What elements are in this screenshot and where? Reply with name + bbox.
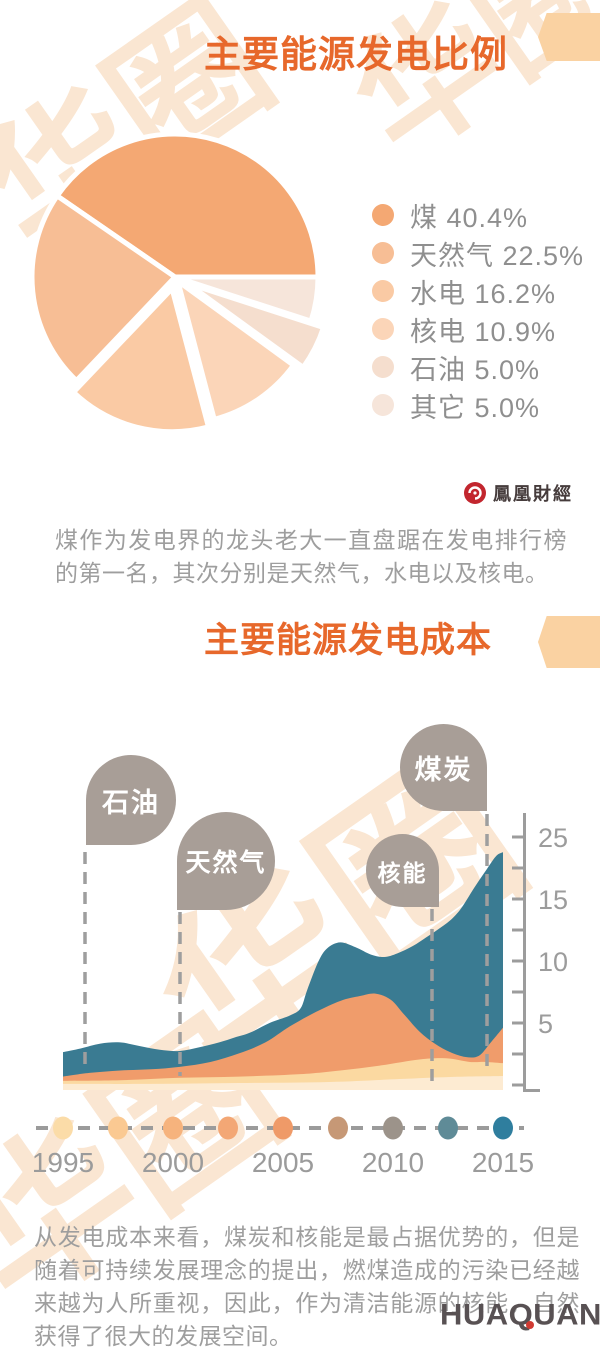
annotation-bubble-核能: 核能 <box>366 834 439 907</box>
y-axis-label: 15 <box>538 885 568 915</box>
legend-item: 煤 40.4% <box>372 196 584 234</box>
annotation-bubble-石油: 石油 <box>86 755 176 845</box>
legend-item: 核电 10.9% <box>372 310 584 348</box>
legend-dot <box>372 356 394 378</box>
timeline-dot <box>273 1116 293 1140</box>
section2-title-tag-shape <box>538 616 600 668</box>
legend-label: 核电 10.9% <box>410 316 557 347</box>
annotation-bubble-天然气: 天然气 <box>177 812 275 910</box>
legend-label: 天然气 22.5% <box>410 240 585 271</box>
timeline-dot <box>53 1116 73 1140</box>
y-axis-label: 25 <box>538 823 568 853</box>
legend-label: 水电 16.2% <box>410 278 557 309</box>
huaquan-logo: HUAQUAN <box>440 1297 600 1335</box>
phoenix-swirl-icon <box>464 482 486 504</box>
section2-paragraph: 从发电成本来看，煤炭和核能是最占据优势的，但是随着可持续发展理念的提出，燃煤造成… <box>34 1224 580 1349</box>
legend-dot <box>372 318 394 340</box>
x-axis-year-label: 2015 <box>472 1147 534 1178</box>
timeline-dot <box>493 1116 513 1140</box>
legend-item: 水电 16.2% <box>372 272 584 310</box>
huaquan-logo-dot <box>526 1321 534 1329</box>
x-axis-year-label: 2000 <box>142 1147 204 1178</box>
timeline-dot <box>328 1116 348 1140</box>
legend-item: 其它 5.0% <box>372 386 584 424</box>
x-axis-year-label: 2005 <box>252 1147 314 1178</box>
timeline-dot <box>108 1116 128 1140</box>
x-axis-year-label: 1995 <box>32 1147 94 1178</box>
y-axis: 25 15 10 5 <box>512 813 568 1092</box>
pie-slice-煤 <box>54 131 321 280</box>
area-series-石油 <box>63 1075 503 1090</box>
pie-slice-其它 <box>172 274 321 324</box>
section1-title-tag-shape <box>538 13 600 61</box>
legend-item: 天然气 22.5% <box>372 234 584 272</box>
section1-paragraph: 煤作为发电界的龙头老大一直盘踞在发电排行榜的第一名，其次分别是天然气，水电以及核… <box>55 527 567 586</box>
legend-label: 其它 5.0% <box>410 392 541 423</box>
pie-chart <box>29 131 326 435</box>
y-axis-label: 5 <box>538 1009 553 1039</box>
legend-dot <box>372 394 394 416</box>
section1-title: 主要能源发电比例 <box>204 34 508 75</box>
legend-dot <box>372 280 394 302</box>
area-chart: 25 15 10 5 1995 2000 2005 2010 2015 <box>32 813 568 1178</box>
legend-label: 石油 5.0% <box>410 354 541 385</box>
timeline-dot <box>383 1116 403 1140</box>
y-axis-label: 10 <box>538 947 568 977</box>
legend-label: 煤 40.4% <box>410 202 529 233</box>
phoenix-logo-text: 鳳凰財經 <box>493 484 573 504</box>
timeline-dot <box>163 1116 183 1140</box>
pie-slice-石油 <box>184 280 326 370</box>
phoenix-finance-logo: 鳳凰財經 <box>462 480 573 506</box>
timeline-dot <box>438 1116 458 1140</box>
pie-slice-核电 <box>175 278 297 422</box>
x-axis-timeline: 1995 2000 2005 2010 2015 <box>32 1116 534 1178</box>
legend-item: 石油 5.0% <box>372 348 584 386</box>
pie-slice-天然气 <box>29 193 178 384</box>
legend-dot <box>372 204 394 226</box>
huaquan-logo-text: HUAQUAN <box>440 1297 600 1332</box>
pie-slice-水电 <box>70 286 211 435</box>
section2-title: 主要能源发电成本 <box>203 621 492 660</box>
annotation-bubble-煤炭: 煤炭 <box>400 724 487 811</box>
x-axis-year-label: 2010 <box>362 1147 424 1178</box>
legend-dot <box>372 242 394 264</box>
pie-legend: 煤 40.4% 天然气 22.5% 水电 16.2% 核电 10.9% 石油 5.0% 其… <box>372 196 584 424</box>
timeline-dot <box>218 1116 238 1140</box>
